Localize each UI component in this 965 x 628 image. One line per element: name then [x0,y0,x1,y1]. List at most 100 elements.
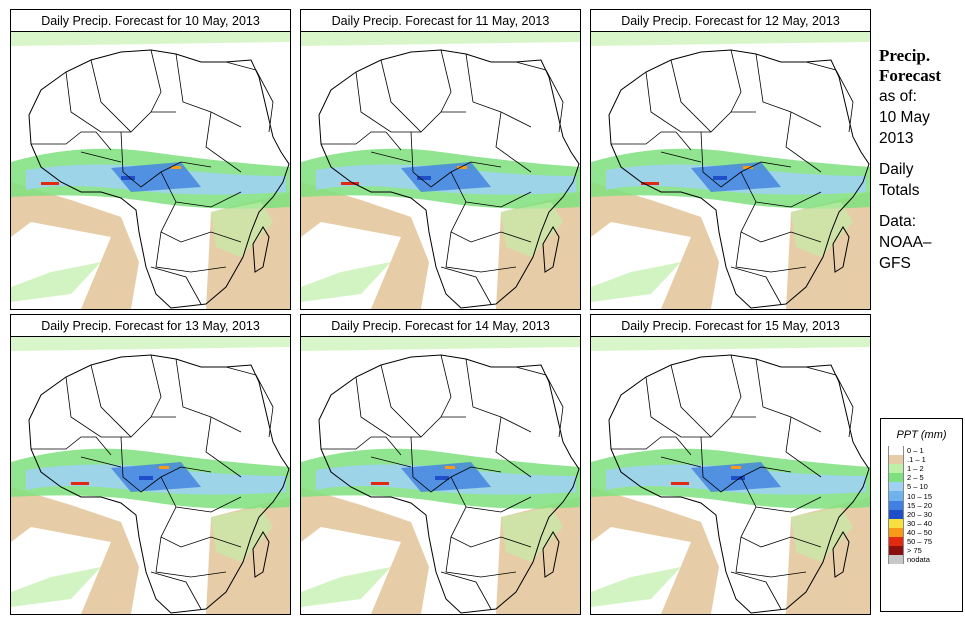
legend-label: 10 – 15 [907,491,933,501]
map-graphic [301,32,580,309]
continent-outline [28,354,290,614]
country-border [700,436,792,493]
country-border [495,111,532,173]
legend-label: 5 – 10 [907,482,928,492]
red-sea-coast [515,366,564,438]
country-border [445,536,517,578]
country-border [465,358,532,433]
country-border [440,571,492,610]
legend-row: 30 – 40 [888,518,962,528]
country-border [660,456,702,468]
legend-swatch [888,464,904,474]
country-border [730,354,742,418]
continent-outline [28,49,290,309]
country-border [160,171,242,243]
heavy-rain-area [401,162,491,192]
legend-swatch [888,491,904,501]
red-sea-coast [515,61,564,133]
country-border [205,111,242,173]
country-border [645,376,756,438]
south-atlantic-rain [591,262,681,302]
legend-swatch [888,473,904,483]
intense-rain-cell [731,466,741,469]
country-border [755,53,822,128]
country-border [65,71,176,133]
heavy-rain-area [111,162,201,192]
madagascar-outline [542,226,560,273]
legend-swatch [888,546,904,556]
country-border [755,358,822,433]
legend-swatch [888,446,904,456]
very-heavy-rain [121,176,135,180]
legend-label: 40 – 50 [907,527,933,537]
legend-row: 10 – 15 [888,491,962,501]
country-border [160,476,242,548]
country-border [380,59,422,133]
country-border [755,496,822,513]
legend-row: 15 – 20 [888,500,962,510]
country-border [440,266,492,305]
country-border [370,456,412,468]
country-border [370,151,412,163]
legend-swatch [888,455,904,465]
country-border [205,416,242,478]
country-border [150,354,162,418]
panel-title: Daily Precip. Forecast for 15 May, 2013 [590,314,871,339]
country-border [660,151,702,163]
country-border [730,266,782,305]
north-rain-band [591,32,870,46]
north-rain-band [11,337,290,351]
very-heavy-rain [139,476,153,480]
panel-title: Daily Precip. Forecast for 13 May, 2013 [10,314,291,339]
legend-row: 0 – 1 [888,446,962,456]
panel-title: Daily Precip. Forecast for 11 May, 2013 [300,9,581,34]
legend-label: 30 – 40 [907,518,933,528]
very-heavy-rain [417,176,431,180]
forecast-map [10,336,291,615]
country-border [80,456,122,468]
country-border [740,476,822,548]
north-rain-band [301,337,580,351]
map-graphic [301,337,580,614]
country-border [755,191,822,208]
country-border [440,354,452,418]
country-border [735,231,807,273]
legend-row: 50 – 75 [888,536,962,547]
legend-label: 1 – 2 [907,464,924,474]
forecast-map [590,31,871,310]
south-atlantic-rain [301,262,391,302]
south-atlantic-rain [591,567,681,607]
country-border [80,151,122,163]
panel-title: Daily Precip. Forecast for 10 May, 2013 [10,9,291,34]
country-border [175,191,242,208]
country-border [785,416,822,478]
legend-label: 20 – 30 [907,509,933,519]
country-border [155,536,227,578]
very-heavy-rain [731,476,745,480]
legend-label: > 75 [907,546,922,556]
legend-label: 2 – 5 [907,473,924,483]
intense-rain-cell [457,166,467,169]
country-border [440,49,452,113]
legend-label: nodata [907,555,930,565]
precip-legend: PPT (mm) 0 – 1 .1 – 1 1 – 2 2 – 5 5 – 10… [880,418,963,612]
country-border [611,131,692,151]
map-graphic [591,32,870,309]
madagascar-outline [542,531,560,578]
map-graphic [11,32,290,309]
red-sea-coast [805,366,854,438]
extreme-rain-streak [71,482,89,485]
heavy-rain-area [111,462,201,492]
extreme-rain-streak [641,182,659,185]
heavy-rain-area [691,162,781,192]
country-border [90,364,132,438]
red-sea-coast [225,366,274,438]
country-border [645,71,756,133]
country-border [730,571,782,610]
country-border [380,364,422,438]
country-border [175,53,242,128]
very-heavy-rain [435,476,449,480]
country-border [611,436,692,456]
map-graphic [11,337,290,614]
legend-row: 40 – 50 [888,527,962,537]
